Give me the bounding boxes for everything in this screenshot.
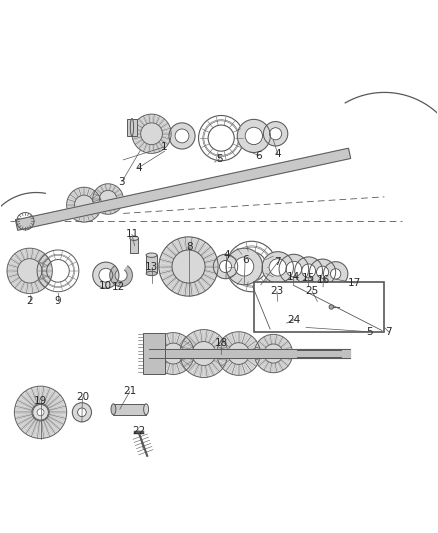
Text: 12: 12 <box>111 282 125 292</box>
Text: 7: 7 <box>275 257 281 267</box>
Ellipse shape <box>130 236 138 240</box>
Text: 6: 6 <box>256 150 262 160</box>
Bar <box>143 333 165 375</box>
Polygon shape <box>213 254 238 279</box>
Polygon shape <box>72 403 92 422</box>
Text: 25: 25 <box>306 286 319 296</box>
Polygon shape <box>302 264 316 278</box>
Polygon shape <box>297 350 341 357</box>
Text: 21: 21 <box>123 386 136 397</box>
Text: 1: 1 <box>161 142 168 152</box>
Ellipse shape <box>146 253 157 257</box>
Text: 3: 3 <box>119 176 125 187</box>
Polygon shape <box>217 332 260 375</box>
Polygon shape <box>169 123 195 149</box>
Polygon shape <box>279 254 309 284</box>
Text: 4: 4 <box>223 250 230 260</box>
Ellipse shape <box>111 404 116 415</box>
Polygon shape <box>237 119 270 152</box>
Polygon shape <box>303 293 331 321</box>
Polygon shape <box>310 259 336 285</box>
Text: 15: 15 <box>302 273 315 283</box>
Polygon shape <box>78 408 86 417</box>
Text: 23: 23 <box>270 286 283 296</box>
Bar <box>146 255 157 273</box>
Text: 13: 13 <box>145 262 158 272</box>
Polygon shape <box>226 248 262 285</box>
Text: 14: 14 <box>287 271 300 281</box>
Text: 5: 5 <box>366 327 372 337</box>
Text: 22: 22 <box>132 426 145 436</box>
Bar <box>254 282 385 332</box>
Ellipse shape <box>144 404 148 415</box>
Bar <box>113 404 146 415</box>
Polygon shape <box>295 257 322 285</box>
Text: 10: 10 <box>99 281 113 291</box>
Text: 8: 8 <box>186 242 193 252</box>
Bar <box>127 118 138 136</box>
Text: 7: 7 <box>385 327 392 337</box>
Text: 24: 24 <box>288 314 301 325</box>
Polygon shape <box>99 268 113 282</box>
Text: 5: 5 <box>216 154 223 164</box>
Polygon shape <box>254 334 293 373</box>
Polygon shape <box>330 269 341 279</box>
Circle shape <box>329 305 333 309</box>
Circle shape <box>37 409 44 416</box>
Polygon shape <box>15 148 351 230</box>
Text: 4: 4 <box>275 149 281 159</box>
Polygon shape <box>175 129 189 143</box>
Polygon shape <box>110 266 132 287</box>
Polygon shape <box>263 122 288 146</box>
Polygon shape <box>317 266 328 278</box>
Polygon shape <box>152 333 194 375</box>
Text: 9: 9 <box>55 296 61 306</box>
Text: 17: 17 <box>348 278 361 288</box>
Text: 20: 20 <box>76 392 89 402</box>
Text: 11: 11 <box>125 229 138 239</box>
Polygon shape <box>245 127 262 144</box>
Text: 19: 19 <box>34 395 47 406</box>
Text: 4: 4 <box>135 163 142 173</box>
Polygon shape <box>132 114 171 154</box>
Polygon shape <box>219 261 232 272</box>
Polygon shape <box>180 329 228 377</box>
Polygon shape <box>262 252 293 283</box>
Polygon shape <box>7 248 52 294</box>
Polygon shape <box>235 257 254 276</box>
Polygon shape <box>67 187 102 222</box>
Text: 16: 16 <box>317 274 330 285</box>
Bar <box>130 238 138 253</box>
Polygon shape <box>159 237 218 296</box>
Polygon shape <box>93 262 119 288</box>
Text: 6: 6 <box>242 255 248 265</box>
Text: 18: 18 <box>215 338 228 348</box>
Circle shape <box>33 405 48 420</box>
Polygon shape <box>269 259 286 276</box>
Polygon shape <box>149 349 350 358</box>
Polygon shape <box>323 262 348 286</box>
Polygon shape <box>286 261 302 277</box>
Polygon shape <box>269 128 282 140</box>
Polygon shape <box>14 386 67 439</box>
Ellipse shape <box>131 118 134 136</box>
Ellipse shape <box>146 271 157 276</box>
Polygon shape <box>93 184 123 214</box>
Text: 2: 2 <box>26 296 33 306</box>
